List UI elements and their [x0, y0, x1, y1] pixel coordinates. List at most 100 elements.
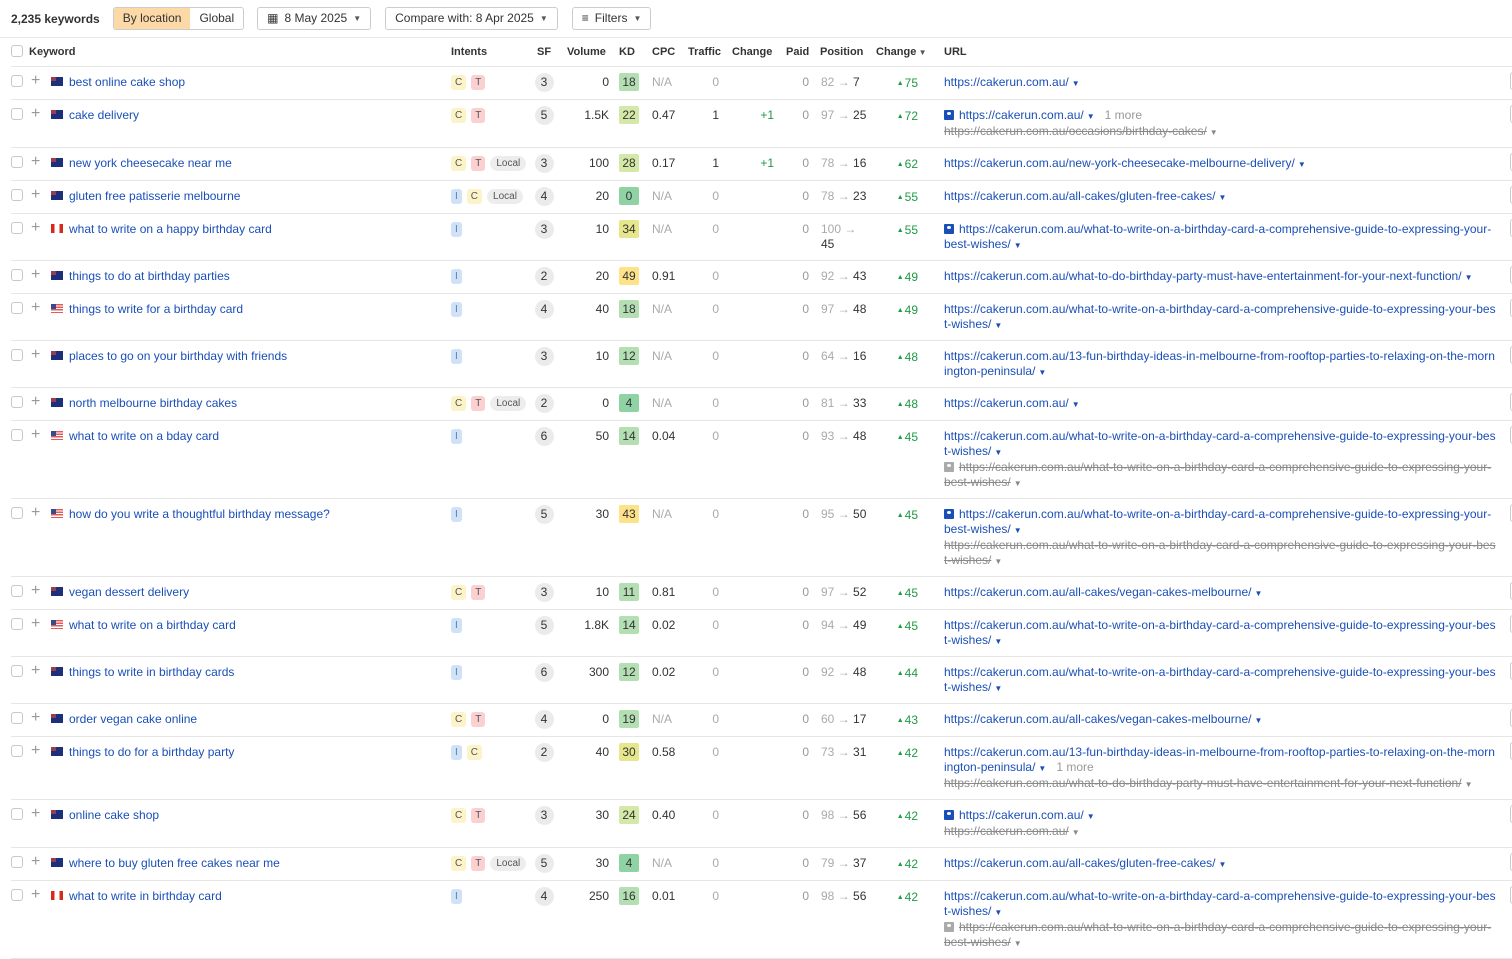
serp-features[interactable]: 3: [530, 220, 558, 253]
keyword-link[interactable]: order vegan cake online: [69, 712, 198, 726]
ranking-url[interactable]: https://cakerun.com.au/what-to-write-on-…: [944, 665, 1496, 694]
add-icon[interactable]: +: [31, 709, 41, 726]
row-checkbox[interactable]: [11, 108, 23, 120]
col-volume[interactable]: Volume: [567, 46, 606, 58]
add-icon[interactable]: +: [31, 266, 41, 283]
keyword-link[interactable]: cake delivery: [69, 108, 140, 122]
row-checkbox[interactable]: [11, 75, 23, 87]
chevron-down-icon[interactable]: ▼: [1071, 79, 1080, 88]
chevron-down-icon[interactable]: ▼: [1254, 716, 1263, 725]
row-action-button[interactable]: [1510, 72, 1512, 90]
serp-features[interactable]: 5: [530, 505, 558, 569]
row-checkbox[interactable]: [11, 889, 23, 901]
row-checkbox[interactable]: [11, 349, 23, 361]
row-action-button[interactable]: [1510, 346, 1512, 364]
row-action-button[interactable]: [1510, 805, 1512, 823]
chevron-down-icon[interactable]: ▼: [1013, 526, 1022, 535]
col-sf[interactable]: SF: [537, 46, 552, 58]
ranking-url[interactable]: https://cakerun.com.au/: [944, 396, 1069, 410]
serp-features[interactable]: 2: [530, 743, 558, 792]
chevron-down-icon[interactable]: ▼: [994, 321, 1003, 330]
chevron-down-icon[interactable]: ▼: [1297, 160, 1306, 169]
row-checkbox[interactable]: [11, 269, 23, 281]
keyword-link[interactable]: best online cake shop: [69, 75, 186, 89]
row-checkbox[interactable]: [11, 302, 23, 314]
date-picker-button[interactable]: ▦ 8 May 2025 ▼: [257, 7, 372, 30]
keyword-link[interactable]: what to write on a birthday card: [69, 618, 236, 632]
serp-features[interactable]: 5: [530, 854, 558, 873]
row-action-button[interactable]: [1510, 153, 1512, 171]
add-icon[interactable]: +: [31, 299, 41, 316]
keyword-link[interactable]: things to write for a birthday card: [69, 302, 244, 316]
chevron-down-icon[interactable]: ▼: [1038, 764, 1047, 773]
row-action-button[interactable]: [1510, 426, 1512, 444]
more-urls-link[interactable]: 1 more: [1056, 760, 1094, 774]
ranking-url[interactable]: https://cakerun.com.au/what-to-write-on-…: [944, 889, 1496, 918]
add-icon[interactable]: +: [31, 426, 41, 443]
chevron-down-icon[interactable]: ▼: [1464, 780, 1473, 789]
ranking-url[interactable]: https://cakerun.com.au/13-fun-birthday-i…: [944, 349, 1495, 378]
add-icon[interactable]: +: [31, 853, 41, 870]
add-icon[interactable]: +: [31, 72, 41, 89]
row-checkbox[interactable]: [11, 222, 23, 234]
row-action-button[interactable]: [1510, 186, 1512, 204]
filters-button[interactable]: ≡ Filters ▼: [571, 7, 652, 30]
select-all-checkbox[interactable]: [11, 44, 23, 57]
chevron-down-icon[interactable]: ▼: [1209, 128, 1218, 137]
chevron-down-icon[interactable]: ▼: [994, 908, 1003, 917]
serp-features[interactable]: 4: [530, 187, 558, 206]
row-action-button[interactable]: [1510, 266, 1512, 284]
add-icon[interactable]: +: [31, 582, 41, 599]
ranking-url[interactable]: https://cakerun.com.au/all-cakes/vegan-c…: [944, 712, 1252, 726]
chevron-down-icon[interactable]: ▼: [1038, 368, 1047, 377]
keyword-link[interactable]: things to write in birthday cards: [69, 665, 235, 679]
row-action-button[interactable]: [1510, 886, 1512, 904]
keyword-link[interactable]: what to write on a bday card: [69, 429, 220, 443]
ranking-url[interactable]: https://cakerun.com.au/new-york-cheeseca…: [944, 156, 1295, 170]
col-cpc[interactable]: CPC: [652, 46, 676, 58]
row-action-button[interactable]: [1510, 853, 1512, 871]
row-action-button[interactable]: [1510, 504, 1512, 522]
serp-features[interactable]: 3: [530, 806, 558, 840]
chevron-down-icon[interactable]: ▼: [994, 637, 1003, 646]
row-checkbox[interactable]: [11, 808, 23, 820]
ranking-url[interactable]: https://cakerun.com.au/what-to-do-birthd…: [944, 269, 1462, 283]
row-checkbox[interactable]: [11, 585, 23, 597]
ranking-url[interactable]: https://cakerun.com.au/what-to-write-on-…: [944, 302, 1496, 331]
global-button[interactable]: Global: [199, 11, 235, 25]
serp-features[interactable]: 4: [530, 300, 558, 333]
ranking-url[interactable]: https://cakerun.com.au/: [959, 808, 1084, 822]
serp-features[interactable]: 3: [530, 347, 558, 380]
add-icon[interactable]: +: [31, 105, 41, 122]
keyword-link[interactable]: things to do at birthday parties: [69, 269, 230, 283]
row-action-button[interactable]: [1510, 582, 1512, 600]
col-intents[interactable]: Intents: [451, 46, 488, 58]
col-paid[interactable]: Paid: [786, 46, 810, 58]
col-position[interactable]: Position: [820, 46, 864, 58]
row-checkbox[interactable]: [11, 189, 23, 201]
serp-features[interactable]: 3: [530, 583, 558, 602]
row-checkbox[interactable]: [11, 856, 23, 868]
add-icon[interactable]: +: [31, 886, 41, 903]
compare-button[interactable]: Compare with: 8 Apr 2025 ▼: [385, 7, 558, 30]
col-traffic[interactable]: Traffic: [688, 46, 722, 58]
add-icon[interactable]: +: [31, 504, 41, 521]
col-change[interactable]: Change: [732, 46, 773, 58]
keyword-link[interactable]: where to buy gluten free cakes near me: [69, 856, 280, 870]
row-checkbox[interactable]: [11, 712, 23, 724]
add-icon[interactable]: +: [31, 153, 41, 170]
row-checkbox[interactable]: [11, 396, 23, 408]
chevron-down-icon[interactable]: ▼: [1464, 273, 1473, 282]
row-action-button[interactable]: [1510, 742, 1512, 760]
chevron-down-icon[interactable]: ▼: [994, 448, 1003, 457]
keyword-link[interactable]: how do you write a thoughtful birthday m…: [69, 507, 330, 521]
keyword-link[interactable]: vegan dessert delivery: [69, 585, 190, 599]
add-icon[interactable]: +: [31, 346, 41, 363]
chevron-down-icon[interactable]: ▼: [994, 684, 1003, 693]
add-icon[interactable]: +: [31, 742, 41, 759]
chevron-down-icon[interactable]: ▼: [1071, 400, 1080, 409]
serp-features[interactable]: 6: [530, 427, 558, 491]
keyword-link[interactable]: gluten free patisserie melbourne: [69, 189, 241, 203]
chevron-down-icon[interactable]: ▼: [994, 557, 1003, 566]
chevron-down-icon[interactable]: ▼: [1013, 479, 1022, 488]
